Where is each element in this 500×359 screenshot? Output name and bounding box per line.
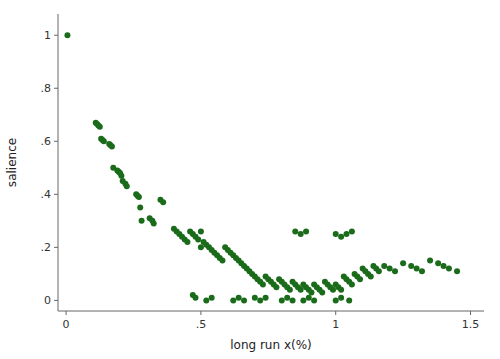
point [414, 266, 420, 272]
point [338, 287, 344, 293]
point [279, 297, 285, 303]
point [308, 289, 314, 295]
point [349, 281, 355, 287]
point [311, 297, 317, 303]
point [349, 228, 355, 234]
point [333, 231, 339, 237]
point [137, 205, 143, 211]
y-tick-label: .2 [41, 241, 52, 254]
point [376, 268, 382, 274]
x-tick-label: 1 [332, 318, 339, 331]
point [408, 263, 414, 269]
point [193, 295, 199, 301]
point [109, 144, 115, 150]
x-tick [335, 311, 336, 315]
point [263, 295, 269, 301]
point [184, 239, 190, 245]
chart: 0 .5 1 1.5 0 .2 .4 .6 .8 1 long run x(%) salience [0, 0, 500, 359]
point [387, 266, 393, 272]
y-axis-line [58, 14, 59, 311]
point [303, 228, 309, 234]
point [236, 295, 242, 301]
point [136, 194, 142, 200]
point [198, 228, 204, 234]
point [400, 260, 406, 266]
y-tick-label: .4 [41, 188, 52, 201]
point [427, 258, 433, 264]
point [298, 231, 304, 237]
point [241, 297, 247, 303]
point [292, 228, 298, 234]
y-tick [54, 88, 58, 89]
y-tick-label: 1 [44, 29, 51, 42]
x-tick [470, 311, 471, 315]
point [203, 297, 209, 303]
x-tick-label: 0 [63, 318, 70, 331]
y-tick-label: .6 [41, 135, 52, 148]
y-tick-label: 0 [44, 294, 51, 307]
point [124, 183, 130, 189]
point [419, 268, 425, 274]
point [209, 295, 215, 301]
x-axis-label: long run x(%) [230, 338, 312, 352]
point [284, 295, 290, 301]
point [338, 234, 344, 240]
point [338, 295, 344, 301]
y-tick [54, 141, 58, 142]
point [97, 124, 103, 130]
point [346, 297, 352, 303]
x-axis-line [58, 311, 484, 312]
y-tick [54, 35, 58, 36]
point [330, 287, 336, 293]
point [151, 220, 157, 226]
point [118, 173, 124, 179]
point [230, 297, 236, 303]
y-tick [54, 247, 58, 248]
y-tick-label: .8 [41, 82, 52, 95]
point [273, 284, 279, 290]
x-tick [200, 311, 201, 315]
x-tick-label: 1.5 [462, 318, 480, 331]
point [160, 199, 166, 205]
x-tick-label: .5 [196, 318, 207, 331]
point [287, 287, 293, 293]
point [219, 258, 225, 264]
point [333, 297, 339, 303]
point [441, 263, 447, 269]
y-axis-label: salience [5, 138, 19, 187]
point [290, 297, 296, 303]
point [257, 297, 263, 303]
point [454, 268, 460, 274]
point [435, 260, 441, 266]
point [252, 295, 258, 301]
point [298, 287, 304, 293]
point [446, 266, 452, 272]
point [300, 297, 306, 303]
point [198, 244, 204, 250]
y-tick [54, 194, 58, 195]
point [381, 263, 387, 269]
point [306, 295, 312, 301]
point [343, 231, 349, 237]
point [260, 281, 266, 287]
point [195, 236, 201, 242]
point [368, 274, 374, 280]
x-tick [66, 311, 67, 315]
point [64, 32, 70, 38]
y-tick [54, 300, 58, 301]
points [64, 32, 460, 303]
point [319, 289, 325, 295]
point [357, 276, 363, 282]
point [392, 268, 398, 274]
point [139, 218, 145, 224]
point [101, 138, 107, 144]
